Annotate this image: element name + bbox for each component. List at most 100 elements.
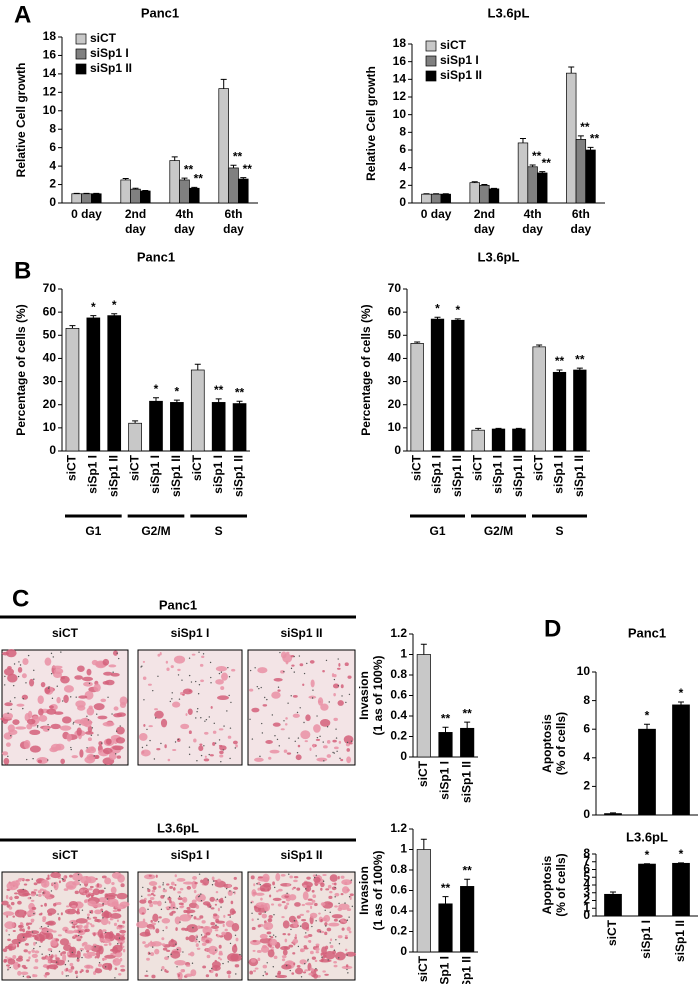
cell <box>294 902 301 907</box>
pore <box>294 740 296 743</box>
cell <box>161 966 165 970</box>
y-tick-label: 20 <box>43 397 57 411</box>
pore <box>47 728 50 731</box>
cell <box>83 681 93 687</box>
cell <box>315 943 320 947</box>
cell <box>74 970 78 975</box>
cell <box>307 898 313 901</box>
pore <box>234 747 237 749</box>
micrograph-label: siSp1 I <box>171 848 210 862</box>
cell <box>214 959 217 963</box>
cell <box>224 928 228 932</box>
x-tick-label: siCT <box>409 454 423 481</box>
y-tick-label: 0 <box>400 944 407 958</box>
cell <box>38 913 43 916</box>
pore <box>212 880 215 882</box>
cell <box>341 927 345 931</box>
pore <box>70 746 72 749</box>
pore <box>235 973 237 975</box>
pore <box>290 695 292 697</box>
pore <box>277 686 280 688</box>
significance-label: * <box>679 686 684 700</box>
cell <box>66 733 72 742</box>
cell <box>191 653 196 656</box>
cell <box>162 947 168 951</box>
cell <box>257 957 261 962</box>
cell <box>97 715 108 720</box>
cell <box>320 887 323 891</box>
pore <box>174 741 177 743</box>
pore <box>7 712 9 714</box>
cell <box>193 738 197 743</box>
significance-label: ** <box>243 162 253 176</box>
cell <box>45 921 54 926</box>
group-label: G1 <box>85 524 101 538</box>
y-tick-label: 1 <box>583 900 590 914</box>
cell <box>314 902 318 907</box>
legend-swatch <box>75 63 87 75</box>
cell <box>150 919 153 923</box>
cell <box>192 876 198 880</box>
pore <box>315 920 317 922</box>
cell <box>160 894 165 899</box>
cell <box>268 756 272 760</box>
cell <box>22 658 29 665</box>
x-tick-line: day <box>474 222 495 236</box>
pore <box>147 888 149 890</box>
cell <box>40 904 43 907</box>
pore <box>234 934 237 936</box>
pore <box>73 721 75 724</box>
cell <box>309 912 318 919</box>
cell <box>320 902 326 906</box>
cell <box>256 949 262 953</box>
cell <box>33 889 38 892</box>
cell <box>151 922 156 926</box>
cell <box>312 874 317 877</box>
legend-label: siSp1 II <box>90 61 132 75</box>
cell <box>265 972 269 976</box>
micrograph <box>0 649 129 766</box>
panel-label: B <box>14 257 31 284</box>
cell <box>104 954 116 959</box>
x-tick-label: siSp1 I <box>148 455 162 494</box>
pore <box>54 882 56 884</box>
bar <box>128 422 142 452</box>
cell <box>215 918 220 923</box>
significance-label: ** <box>462 863 472 877</box>
cell <box>8 729 18 735</box>
cell <box>66 905 70 908</box>
pore <box>223 725 225 727</box>
pore <box>283 720 285 722</box>
y-tick-label: 50 <box>43 327 57 341</box>
bar <box>169 160 180 204</box>
cell <box>347 675 352 679</box>
cell <box>154 710 164 719</box>
cell <box>326 739 331 744</box>
cell <box>5 894 9 899</box>
significance-label: ** <box>214 383 224 397</box>
cell <box>302 891 309 901</box>
y-tick-label: 0.6 <box>390 883 407 897</box>
cell <box>60 912 63 916</box>
pore <box>321 956 323 958</box>
cell <box>115 932 120 936</box>
pore <box>190 681 193 683</box>
cell <box>280 873 286 877</box>
pore <box>266 698 268 701</box>
cell <box>77 705 86 711</box>
cell <box>230 953 242 962</box>
pore <box>316 715 318 717</box>
cell <box>26 959 30 962</box>
y-tick-label: 0.8 <box>390 862 407 876</box>
pore <box>162 884 164 886</box>
cell <box>218 944 222 949</box>
cell <box>227 735 232 739</box>
pore <box>77 873 80 876</box>
cell <box>299 663 304 667</box>
pore <box>149 739 151 742</box>
pore <box>334 886 336 889</box>
pore <box>306 662 308 665</box>
bar <box>410 343 424 452</box>
cell <box>255 892 265 896</box>
cell <box>83 899 88 904</box>
